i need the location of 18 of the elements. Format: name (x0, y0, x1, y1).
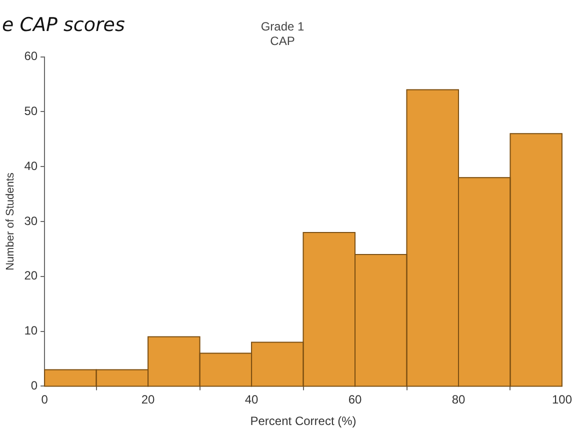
x-tick-label: 40 (244, 392, 259, 407)
x-tick-label: 80 (452, 392, 466, 407)
y-tick-label: 30 (24, 214, 38, 228)
x-tick-label: 0 (41, 392, 48, 407)
text: e CAP scores (2, 14, 125, 36)
y-tick-label: 60 (24, 49, 38, 64)
y-tick-label: 40 (24, 158, 38, 173)
chart-subtitle: CAP (270, 34, 295, 48)
y-axis-title: Number of Students (4, 172, 17, 270)
chart-title: Grade 1 (260, 20, 305, 34)
x-tick-label: 60 (348, 392, 362, 407)
x-tick-label: 100 (552, 392, 572, 407)
y-tick-label: 20 (24, 268, 38, 283)
x-axis-title: Percent Correct (%) (250, 414, 356, 428)
y-tick-label: 10 (24, 324, 38, 338)
y-tick-label: 0 (30, 378, 38, 393)
x-tick-label: 20 (141, 392, 156, 407)
y-tick-label: 50 (24, 104, 38, 118)
